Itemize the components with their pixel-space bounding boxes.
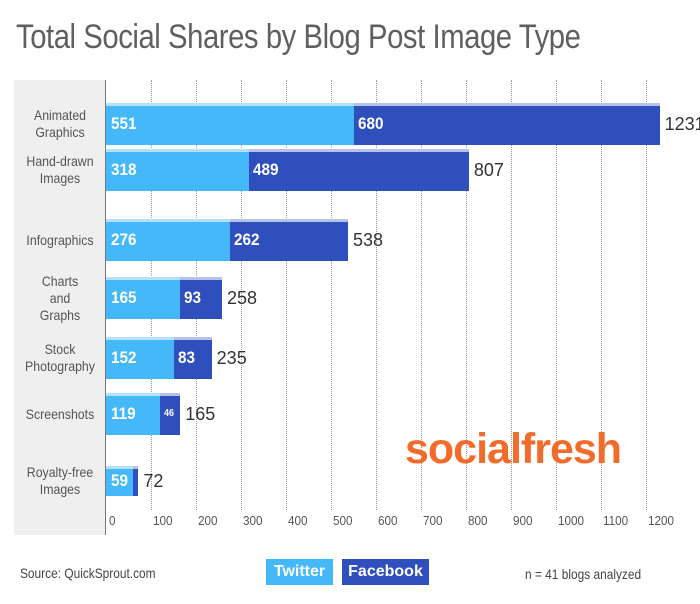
gridline xyxy=(511,80,512,510)
total-value: 258 xyxy=(227,288,258,308)
x-tick-label: 1200 xyxy=(648,513,675,528)
twitter-value: 119 xyxy=(111,404,136,423)
facebook-value: 262 xyxy=(234,230,260,249)
total-value: 72 xyxy=(143,471,164,491)
category-label: Animated Graphics xyxy=(33,107,87,140)
twitter-value: 59 xyxy=(111,471,129,490)
gridline xyxy=(241,80,242,510)
chart-title: Total Social Shares by Blog Post Image T… xyxy=(16,18,581,56)
gridline xyxy=(556,80,557,510)
gridline xyxy=(421,80,422,510)
facebook-value: 93 xyxy=(184,288,202,307)
x-tick-label: 200 xyxy=(198,513,218,528)
twitter-value: 152 xyxy=(111,348,137,367)
twitter-value: 165 xyxy=(111,288,137,307)
facebook-value: 46 xyxy=(163,408,174,419)
facebook-bar xyxy=(180,277,222,319)
gridline xyxy=(331,80,332,510)
facebook-value: 83 xyxy=(178,348,196,367)
x-tick-label: 0 xyxy=(109,513,116,528)
twitter-bar xyxy=(106,277,181,319)
total-value: 235 xyxy=(216,348,247,368)
x-tick-label: 300 xyxy=(243,513,263,528)
category-label: Hand-drawn Images xyxy=(26,153,94,186)
category-label: Infographics xyxy=(26,231,94,248)
facebook-value: 680 xyxy=(357,114,384,133)
twitter-value: 551 xyxy=(111,114,137,133)
gridline xyxy=(646,80,647,510)
total-value: 1231 xyxy=(664,114,700,134)
total-value: 165 xyxy=(185,404,216,424)
category-label-panel xyxy=(14,80,106,535)
gridline xyxy=(466,80,467,510)
x-tick-label: 1000 xyxy=(558,513,585,528)
x-tick-label: 600 xyxy=(378,513,398,528)
category-label: Stock Photography xyxy=(25,341,95,374)
facebook-value: 489 xyxy=(253,160,279,179)
facebook-bar xyxy=(249,149,469,191)
x-tick-label: 700 xyxy=(423,513,443,528)
socialfresh-logo: socialfresh xyxy=(405,425,622,473)
facebook-bar xyxy=(174,337,212,379)
total-value: 538 xyxy=(352,230,383,250)
twitter-bar xyxy=(106,393,160,435)
twitter-bar xyxy=(106,103,354,145)
x-tick-label: 400 xyxy=(288,513,308,528)
twitter-bar xyxy=(106,337,175,379)
facebook-bar xyxy=(230,219,348,261)
legend-twitter: Twitter xyxy=(266,559,333,585)
category-label: Screenshots xyxy=(25,405,95,422)
x-tick-label: 1100 xyxy=(603,513,629,528)
gridline xyxy=(601,80,602,510)
total-value: 807 xyxy=(473,160,504,180)
gridline xyxy=(376,80,377,510)
twitter-value: 318 xyxy=(111,160,137,179)
twitter-bar xyxy=(106,219,231,261)
category-label: Charts and Graphs xyxy=(39,272,81,323)
source-note: Source: QuickSprout.com xyxy=(20,565,156,581)
x-tick-label: 500 xyxy=(333,513,353,528)
category-label: Royalty-free Images xyxy=(26,464,94,497)
x-tick-label: 900 xyxy=(513,513,533,528)
facebook-bar xyxy=(159,393,181,435)
y-axis-line xyxy=(105,80,106,535)
gridline xyxy=(286,80,287,510)
legend-facebook: Facebook xyxy=(342,559,429,585)
x-tick-label: 100 xyxy=(153,513,173,528)
twitter-bar xyxy=(106,466,133,496)
facebook-bar xyxy=(353,103,660,145)
facebook-bar xyxy=(132,466,139,496)
x-tick-label: 800 xyxy=(468,513,488,528)
twitter-bar xyxy=(106,149,249,191)
twitter-value: 276 xyxy=(111,230,137,249)
sample-size-note: n = 41 blogs analyzed xyxy=(525,566,642,582)
